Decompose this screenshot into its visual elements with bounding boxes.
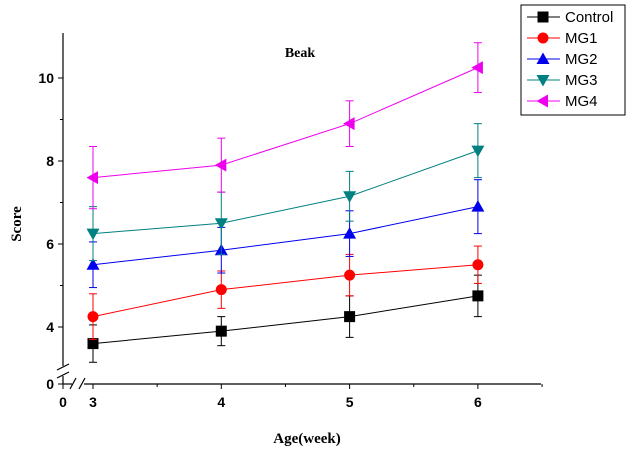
x-axis-break-mark [69, 377, 77, 390]
legend-item-mg3: MG3 [527, 72, 598, 89]
data-point [471, 61, 483, 75]
y-tick-label: 0 [46, 376, 54, 392]
data-point [472, 290, 484, 302]
data-point [215, 284, 227, 296]
legend-marker [536, 94, 548, 108]
legend-item-control: Control [527, 9, 613, 26]
series-layer [86, 42, 485, 363]
y-axis-break-mark [56, 371, 70, 379]
series-mg3 [86, 123, 485, 262]
legend-label: MG4 [565, 93, 598, 110]
data-point [86, 171, 98, 185]
data-point [214, 218, 228, 230]
legend-label: Control [565, 9, 613, 26]
data-point [214, 158, 227, 172]
series-mg1 [87, 245, 484, 340]
legend-box [520, 4, 626, 116]
x-tick-label: 3 [89, 394, 97, 410]
series-line [92, 295, 478, 345]
data-point [344, 311, 356, 323]
y-tick-label: 6 [46, 236, 54, 252]
series-line [92, 150, 479, 235]
series-line [92, 206, 479, 266]
y-axis-break-mark [56, 363, 70, 371]
y-axis-title: Score [9, 206, 25, 242]
legend-marker [536, 75, 550, 87]
data-point [87, 338, 99, 350]
legend-item-mg2: MG2 [527, 51, 598, 68]
legend-item-mg4: MG4 [527, 93, 598, 110]
series-mg4 [86, 42, 483, 210]
legend-item-mg1: MG1 [527, 30, 598, 47]
plot-frame [56, 33, 541, 390]
legend-label: MG2 [565, 51, 598, 68]
legend-marker [537, 32, 549, 44]
y-tick-label: 4 [46, 319, 54, 335]
x-tick-label: 6 [474, 394, 482, 410]
data-point [471, 200, 485, 212]
legend-marker [537, 11, 549, 23]
legend-label: MG1 [565, 30, 598, 47]
series-line [92, 264, 478, 318]
y-tick-label: 10 [38, 70, 54, 86]
x-tick-label: 0 [59, 394, 67, 410]
legend-label: MG3 [565, 72, 598, 89]
data-point [472, 259, 484, 271]
chart-title: Beak [285, 46, 316, 61]
data-point [471, 145, 485, 158]
data-point [87, 311, 99, 323]
y-tick-label: 8 [46, 153, 54, 169]
series-line [92, 67, 479, 179]
x-tick-label: 4 [217, 394, 225, 410]
series-mg2 [86, 179, 485, 289]
data-point [86, 258, 100, 270]
data-point [215, 325, 227, 337]
legend: Control MG1 MG2 MG3 MG4 [520, 4, 626, 116]
x-tick-label: 5 [346, 394, 354, 410]
legend-marker [536, 52, 550, 64]
data-point [86, 228, 100, 241]
axis-ticks: 0 4 6 8 10 0 3 4 5 6 [38, 70, 543, 410]
x-axis-break-mark [78, 377, 86, 390]
data-point [343, 117, 355, 131]
data-point [344, 269, 356, 281]
data-point [343, 227, 357, 239]
series-control [87, 274, 484, 363]
x-axis-title: Age(week) [273, 431, 340, 447]
data-point [343, 191, 357, 203]
